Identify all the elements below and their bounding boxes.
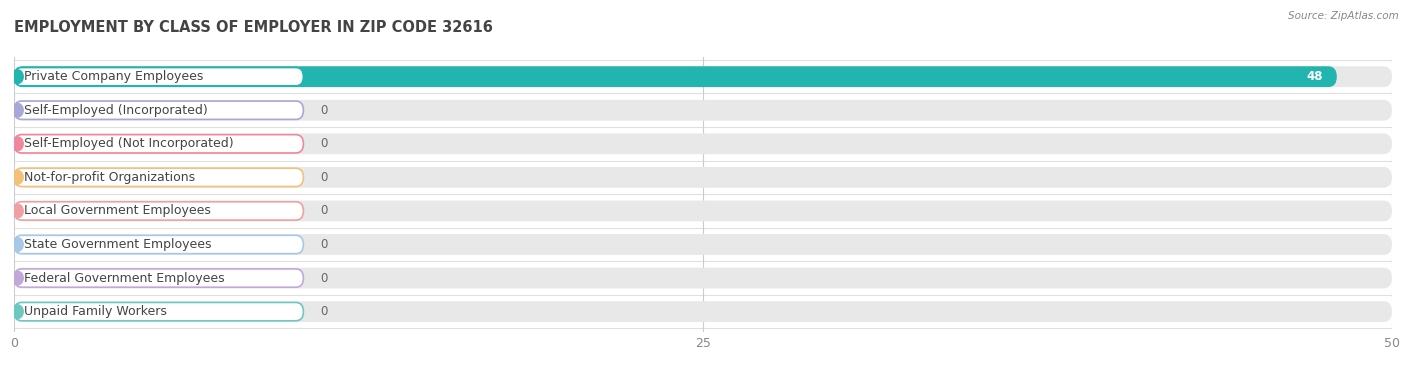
Text: 0: 0 xyxy=(321,171,328,184)
Text: EMPLOYMENT BY CLASS OF EMPLOYER IN ZIP CODE 32616: EMPLOYMENT BY CLASS OF EMPLOYER IN ZIP C… xyxy=(14,20,494,35)
Circle shape xyxy=(11,137,24,151)
Circle shape xyxy=(11,170,24,184)
Circle shape xyxy=(11,204,24,218)
FancyBboxPatch shape xyxy=(14,167,1392,188)
FancyBboxPatch shape xyxy=(14,201,1392,221)
Text: 0: 0 xyxy=(321,305,328,318)
Circle shape xyxy=(11,238,24,251)
FancyBboxPatch shape xyxy=(14,235,304,254)
Text: 0: 0 xyxy=(321,137,328,150)
Text: Source: ZipAtlas.com: Source: ZipAtlas.com xyxy=(1288,11,1399,21)
Circle shape xyxy=(11,271,24,285)
FancyBboxPatch shape xyxy=(14,66,1337,87)
Text: 48: 48 xyxy=(1306,70,1323,83)
FancyBboxPatch shape xyxy=(14,202,304,220)
Text: Federal Government Employees: Federal Government Employees xyxy=(24,271,225,285)
Text: 0: 0 xyxy=(321,204,328,218)
FancyBboxPatch shape xyxy=(14,268,1392,288)
FancyBboxPatch shape xyxy=(14,135,304,153)
FancyBboxPatch shape xyxy=(14,67,304,86)
Circle shape xyxy=(11,103,24,117)
FancyBboxPatch shape xyxy=(14,100,1392,121)
Text: 0: 0 xyxy=(321,104,328,117)
FancyBboxPatch shape xyxy=(14,301,1392,322)
FancyBboxPatch shape xyxy=(14,133,1392,154)
Text: 0: 0 xyxy=(321,271,328,285)
FancyBboxPatch shape xyxy=(14,302,304,321)
Text: Local Government Employees: Local Government Employees xyxy=(24,204,211,218)
Text: 0: 0 xyxy=(321,238,328,251)
FancyBboxPatch shape xyxy=(14,269,304,287)
Text: Self-Employed (Incorporated): Self-Employed (Incorporated) xyxy=(24,104,208,117)
FancyBboxPatch shape xyxy=(14,168,304,187)
FancyBboxPatch shape xyxy=(14,101,304,120)
Text: Not-for-profit Organizations: Not-for-profit Organizations xyxy=(24,171,195,184)
FancyBboxPatch shape xyxy=(14,66,1392,87)
Text: Unpaid Family Workers: Unpaid Family Workers xyxy=(24,305,167,318)
Text: Self-Employed (Not Incorporated): Self-Employed (Not Incorporated) xyxy=(24,137,233,150)
Circle shape xyxy=(11,70,24,84)
Text: State Government Employees: State Government Employees xyxy=(24,238,211,251)
FancyBboxPatch shape xyxy=(14,234,1392,255)
Text: Private Company Employees: Private Company Employees xyxy=(24,70,204,83)
Circle shape xyxy=(11,305,24,319)
